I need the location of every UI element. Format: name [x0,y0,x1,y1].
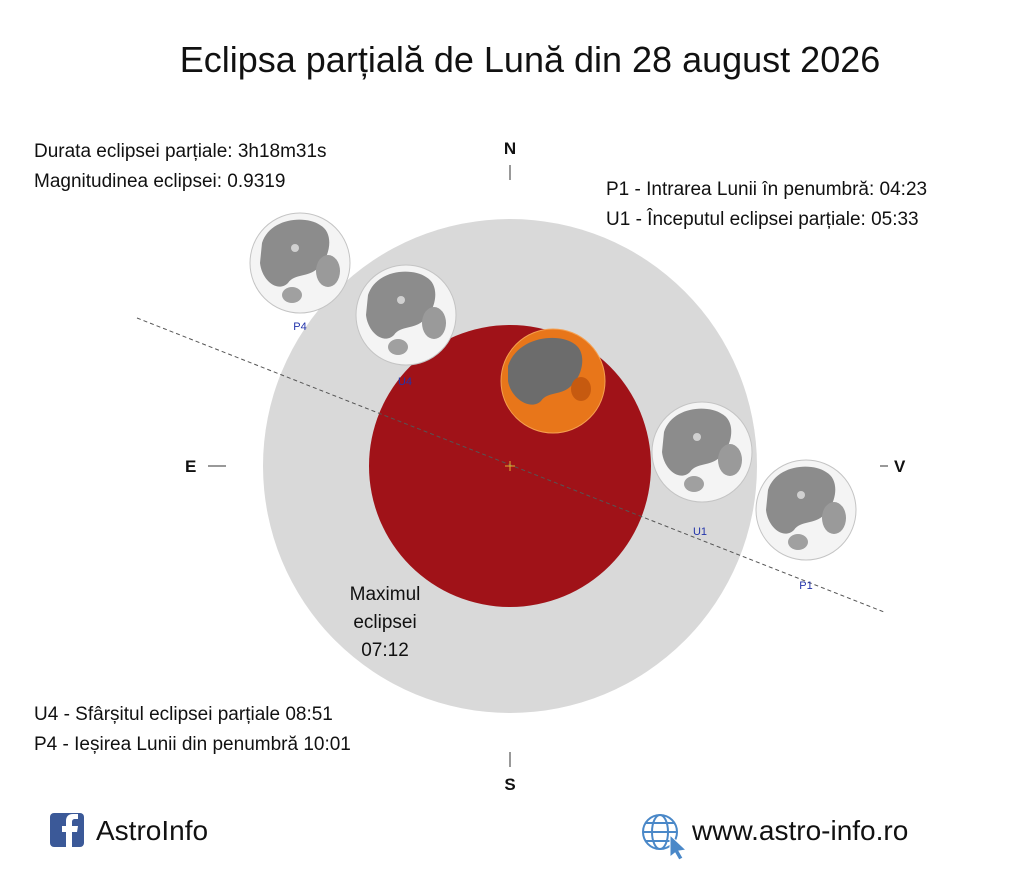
duration: Durata eclipsei parțiale: 3h18m31s [34,141,327,162]
contact-u1: U1 - Începutul eclipsei parțiale: 05:33 [606,208,919,230]
facebook-icon [50,813,84,847]
moon-label: P1 [799,580,812,592]
moon [249,212,351,314]
globe-icon [642,814,688,861]
moon-label: P4 [293,321,306,333]
contact-u4: U4 - Sfârșitul eclipsei parțiale 08:51 [34,704,333,725]
center-mark [505,461,515,471]
moon [651,401,753,503]
moon-label: U4 [398,376,412,388]
website[interactable]: www.astro-info.ro [691,815,908,846]
maximum-time: 07:12 [361,640,409,661]
moon [355,264,457,366]
compass-south: S [504,775,515,794]
moon [755,459,857,561]
contact-p1: P1 - Intrarea Lunii în penumbră: 04:23 [606,179,927,200]
maximum-label: Maximul [350,584,421,605]
facebook-name[interactable]: AstroInfo [96,815,208,846]
compass-north: N [504,139,516,158]
moon-label: U1 [693,526,707,538]
title: Eclipsa parțială de Lună din 28 august 2… [180,39,881,80]
compass-west: V [894,457,906,476]
compass-east: E [185,457,196,476]
maximum-label: eclipsei [353,612,416,633]
contact-p4: P4 - Ieșirea Lunii din penumbră 10:01 [34,734,351,755]
magnitude: Magnitudinea eclipsei: 0.9319 [34,171,285,192]
moon-maximum [500,328,606,434]
